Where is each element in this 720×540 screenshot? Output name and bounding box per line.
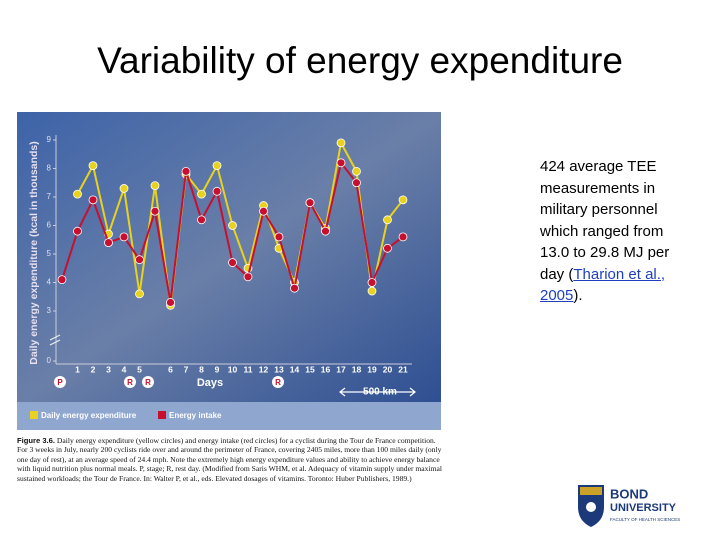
caption-text: Daily energy expenditure (yellow circles…	[17, 436, 442, 483]
data-point	[305, 198, 315, 208]
legend-strip	[17, 402, 441, 430]
stage-marker	[142, 376, 154, 388]
data-point	[197, 189, 206, 199]
stage-marker-label: R	[127, 378, 133, 387]
data-point	[181, 166, 191, 176]
distance-arrow	[339, 387, 416, 397]
y-tick-label: 6	[47, 221, 52, 230]
data-point	[352, 178, 361, 188]
legend-label: Daily energy expenditure	[41, 411, 137, 420]
x-tick-label: 18	[352, 364, 362, 374]
data-point	[88, 161, 98, 171]
stage-marker-label: R	[145, 378, 151, 387]
slide-title: Variability of energy expenditure	[97, 40, 623, 81]
bullet-text: 424 average TEE measurements in military…	[540, 156, 690, 307]
data-point	[398, 232, 408, 242]
data-point	[135, 255, 144, 265]
logo-name: BOND	[610, 486, 648, 501]
x-tick-label: 3	[106, 364, 111, 374]
data-point	[367, 286, 377, 296]
x-tick-label: 20	[383, 364, 393, 374]
data-point	[135, 289, 144, 299]
axis-break	[49, 334, 61, 346]
x-tick-label: 12	[259, 364, 269, 374]
logo-shield	[578, 485, 604, 527]
stage-marker	[124, 376, 136, 388]
data-point	[243, 272, 253, 282]
data-point	[166, 298, 175, 307]
data-point	[274, 232, 284, 242]
distance-label: 500 km	[363, 387, 397, 398]
data-point	[228, 221, 237, 230]
y-tick-label: 7	[47, 192, 52, 201]
data-point	[119, 232, 129, 242]
data-point	[290, 283, 299, 293]
data-point	[197, 215, 206, 225]
data-point	[150, 206, 160, 216]
data-point	[73, 189, 82, 199]
data-point	[383, 243, 392, 253]
x-tick-label: 10	[228, 364, 238, 374]
data-point	[212, 186, 222, 196]
y-tick-label: 5	[47, 249, 52, 258]
data-point	[228, 258, 237, 267]
text: ).	[573, 287, 583, 304]
data-point	[57, 275, 67, 285]
x-tick-label: 6	[168, 364, 173, 374]
stage-marker	[54, 376, 66, 388]
x-tick-label: 11	[244, 364, 253, 374]
legend-swatch	[158, 411, 166, 419]
x-tick-label: 1	[75, 364, 80, 374]
legend-label: Energy intake	[169, 411, 222, 420]
x-tick-label: 4	[122, 364, 127, 374]
logo-name: UNIVERSITY	[610, 502, 677, 514]
x-tick-label: 5	[137, 364, 142, 374]
y-axis-label: Daily energy expenditure (kcal in thousa…	[28, 141, 40, 364]
data-point	[321, 226, 330, 236]
data-point	[212, 161, 222, 171]
data-point	[398, 195, 408, 205]
x-tick-label: 15	[305, 364, 315, 374]
stage-marker-label: P	[57, 378, 63, 387]
series-line	[76, 139, 404, 306]
figure-caption: Figure 3.6. Daily energy expenditure (ye…	[17, 436, 445, 483]
text: 424 average TEE measurements in military…	[540, 158, 670, 283]
caption-title: Figure 3.6.	[17, 436, 55, 445]
figure-background	[17, 112, 441, 402]
data-point	[336, 158, 346, 168]
x-axis-label: Days	[197, 377, 223, 389]
data-point	[259, 206, 268, 216]
x-tick-label: 21	[398, 364, 408, 374]
y-tick-label: 4	[47, 278, 52, 287]
x-tick-label: 13	[274, 364, 284, 374]
x-tick-label: 19	[367, 364, 377, 374]
legend-swatch	[30, 411, 38, 419]
data-point	[336, 138, 346, 148]
logo-faculty: FACULTY OF HEALTH SCIENCES	[610, 517, 680, 522]
stage-marker	[272, 376, 284, 388]
data-point	[367, 278, 377, 287]
x-tick-label: 7	[184, 364, 189, 374]
x-tick-label: 8	[199, 364, 204, 374]
data-point	[352, 166, 361, 176]
y-tick-label: 9	[47, 135, 52, 144]
citation-link[interactable]: Tharion et al., 2005	[540, 265, 666, 305]
data-point	[150, 181, 160, 191]
data-point	[383, 215, 392, 225]
x-tick-label: 9	[215, 364, 220, 374]
data-point	[88, 195, 98, 205]
x-tick-label: 14	[290, 364, 300, 374]
data-point	[104, 238, 113, 248]
y-tick-label: 3	[47, 306, 52, 315]
stage-marker-label: R	[275, 378, 281, 387]
x-tick-label: 2	[91, 364, 96, 374]
data-point	[119, 184, 129, 193]
y-tick-label: 0	[47, 356, 52, 365]
data-point	[73, 226, 82, 236]
y-tick-label: 8	[47, 164, 52, 173]
x-tick-label: 17	[336, 364, 346, 374]
x-tick-label: 16	[321, 364, 331, 374]
